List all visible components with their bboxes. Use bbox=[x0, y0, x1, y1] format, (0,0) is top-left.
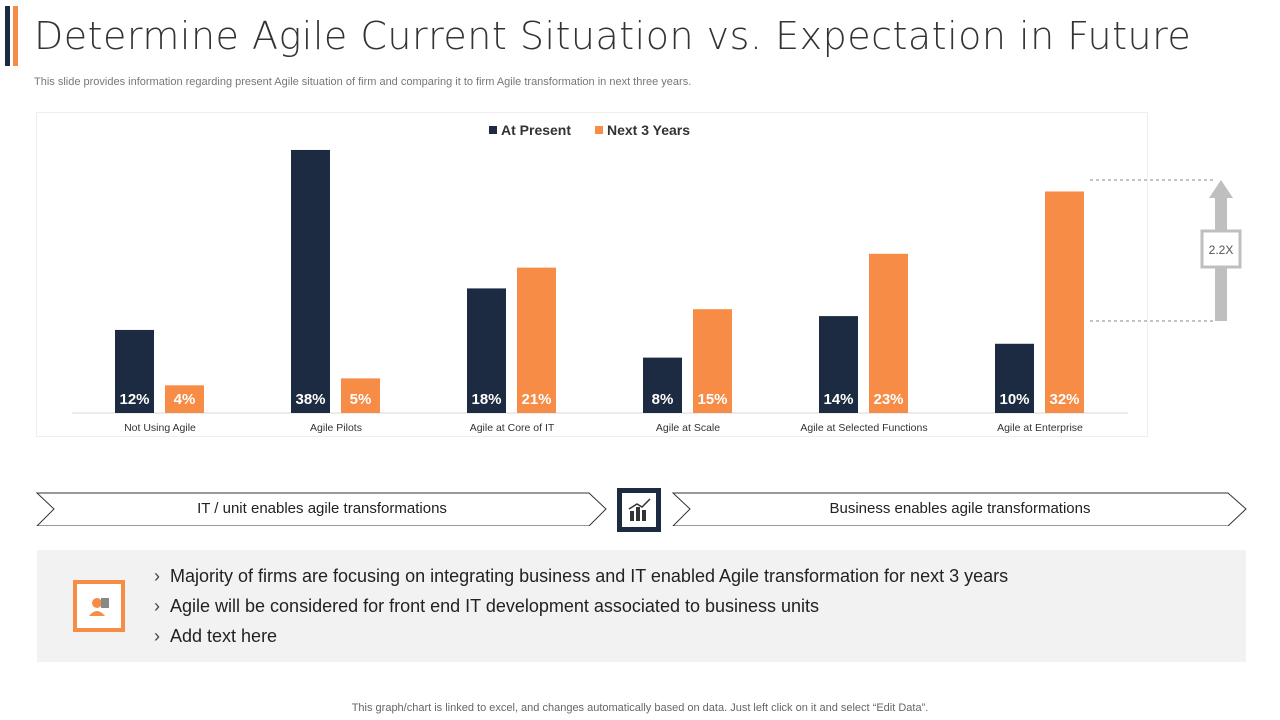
data-label: 8% bbox=[652, 391, 674, 408]
bullet-item: › Majority of firms are focusing on integ… bbox=[154, 566, 1009, 586]
data-label: 18% bbox=[471, 391, 501, 408]
page-subtitle: This slide provides information regardin… bbox=[34, 76, 692, 88]
key-points-panel: › Majority of firms are focusing on integ… bbox=[37, 550, 1246, 662]
data-label: 15% bbox=[697, 391, 727, 408]
bar bbox=[341, 378, 380, 413]
bar bbox=[165, 385, 204, 413]
data-label: 4% bbox=[174, 391, 196, 408]
bar bbox=[467, 288, 506, 413]
bar-chart: At Present Next 3 Years 12% 4% Not Using Ag… bbox=[72, 122, 1242, 434]
flow-arrow-right bbox=[672, 492, 1247, 526]
bar bbox=[869, 253, 908, 413]
bullet-item: › Agile will be considered for front end … bbox=[154, 596, 820, 616]
flow-arrow-left bbox=[36, 492, 607, 526]
data-label: 14% bbox=[823, 391, 853, 408]
x-tick-label: Agile at Selected Functions bbox=[800, 422, 927, 434]
bar bbox=[291, 149, 330, 414]
engineer-icon bbox=[73, 580, 125, 632]
bar bbox=[995, 343, 1034, 413]
bar bbox=[1045, 191, 1084, 413]
bar bbox=[693, 309, 732, 413]
bar bbox=[643, 357, 682, 413]
page-title: Determine Agile Current Situation vs. Ex… bbox=[34, 14, 1192, 58]
growth-chart-icon bbox=[617, 488, 661, 532]
x-tick-label: Agile Pilots bbox=[310, 422, 362, 434]
flow-right-label: Business enables agile transformations bbox=[829, 500, 1091, 517]
growth-annotation: 2.2X bbox=[1090, 179, 1242, 322]
accent-bar-dark bbox=[5, 6, 10, 66]
accent-bar-orange bbox=[13, 6, 18, 66]
legend-label: Next 3 Years bbox=[607, 122, 690, 138]
data-label: 21% bbox=[521, 391, 551, 408]
bar bbox=[115, 329, 154, 413]
x-tick-label: Agile at Scale bbox=[656, 422, 720, 434]
bullet-item: › Add text here bbox=[154, 626, 278, 646]
legend-swatch bbox=[595, 126, 603, 134]
legend-label: At Present bbox=[501, 122, 571, 138]
x-tick-label: Agile at Enterprise bbox=[997, 422, 1083, 434]
footer-note: This graph/chart is linked to excel, and… bbox=[351, 702, 929, 714]
x-tick-label: Agile at Core of IT bbox=[470, 422, 555, 434]
chart-legend: At Present Next 3 Years bbox=[489, 122, 690, 138]
annotation-label: 2.2X bbox=[1209, 243, 1234, 257]
data-label: 12% bbox=[119, 391, 149, 408]
chart-frame bbox=[36, 112, 1148, 437]
flow-left-label: IT / unit enables agile transformations bbox=[197, 500, 447, 517]
data-label: 23% bbox=[873, 391, 903, 408]
x-tick-label: Not Using Agile bbox=[124, 422, 196, 434]
data-label: 5% bbox=[350, 391, 372, 408]
arrow-up-icon bbox=[1209, 180, 1233, 198]
bar bbox=[819, 316, 858, 413]
data-label: 10% bbox=[999, 391, 1029, 408]
annotation-box bbox=[1200, 229, 1242, 269]
legend-swatch bbox=[489, 126, 497, 134]
data-label: 38% bbox=[295, 391, 325, 408]
data-label: 32% bbox=[1049, 391, 1079, 408]
bar bbox=[517, 267, 556, 413]
